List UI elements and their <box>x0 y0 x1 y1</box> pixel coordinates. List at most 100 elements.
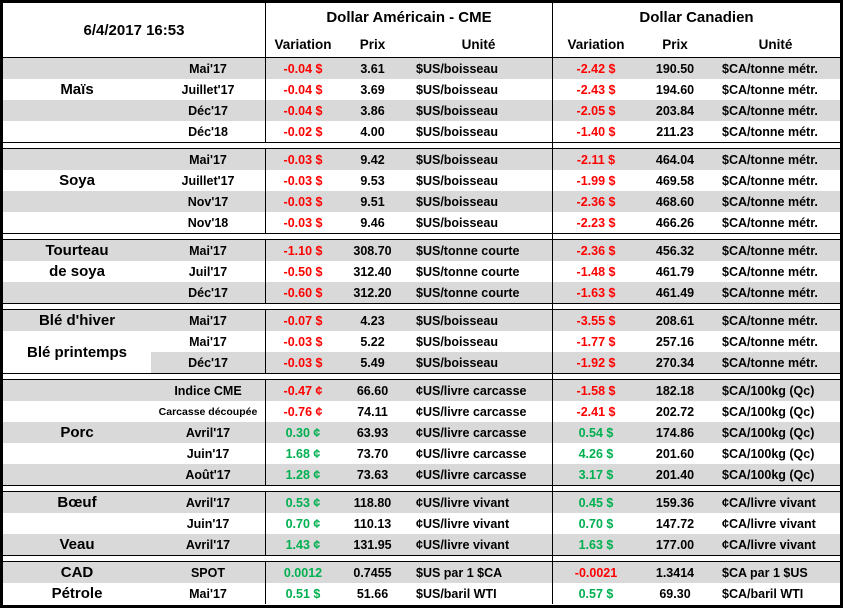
us-unit-cell: $US/boisseau <box>405 170 552 191</box>
ca-unit-cell: $CA/tonne métr. <box>711 240 840 261</box>
us-variation-cell: -0.03 $ <box>265 331 340 352</box>
ca-variation-cell: -1.58 $ <box>552 380 639 401</box>
ca-unit-cell: $CA/100kg (Qc) <box>711 443 840 464</box>
us-variation-cell: -0.04 $ <box>265 100 340 121</box>
section-separator <box>3 233 840 240</box>
us-price-cell: 308.70 <box>340 240 405 261</box>
ca-unit-cell: $CA/baril WTI <box>711 583 840 604</box>
us-variation-cell: -1.10 $ <box>265 240 340 261</box>
us-price-cell: 118.80 <box>340 492 405 513</box>
ca-price-cell: 456.32 <box>639 240 711 261</box>
commodity-label: Veau <box>3 534 151 555</box>
us-variation-cell: -0.60 $ <box>265 282 340 303</box>
commodity-label: Blé d'hiver <box>3 310 151 331</box>
ca-variation-cell: 3.17 $ <box>552 464 639 485</box>
us-unit-cell: $US par 1 $CA <box>405 562 552 583</box>
ca-group-title: Dollar Canadien <box>552 3 840 32</box>
ca-price-cell: 270.34 <box>639 352 711 373</box>
ca-variation-cell: 0.70 $ <box>552 513 639 534</box>
us-unit-cell: ¢US/livre carcasse <box>405 380 552 401</box>
us-price-cell: 3.69 <box>340 79 405 100</box>
us-unit-cell: $US/tonne courte <box>405 282 552 303</box>
us-price-cell: 9.53 <box>340 170 405 191</box>
ca-unit-cell: $CA/100kg (Qc) <box>711 401 840 422</box>
ca-variation-cell: -2.23 $ <box>552 212 639 233</box>
us-variation-cell: -0.03 $ <box>265 170 340 191</box>
us-price-cell: 63.93 <box>340 422 405 443</box>
ca-price-cell: 208.61 <box>639 310 711 331</box>
ca-price-cell: 461.49 <box>639 282 711 303</box>
column-divider <box>552 556 553 561</box>
label-spacer <box>3 58 151 79</box>
ca-unit-cell: $CA/tonne métr. <box>711 58 840 79</box>
ca-unit-cell: $CA/tonne métr. <box>711 149 840 170</box>
ca-price-cell: 461.79 <box>639 261 711 282</box>
us-variation-cell: -0.03 $ <box>265 212 340 233</box>
ca-unit-cell: $CA/100kg (Qc) <box>711 464 840 485</box>
month-cell: Déc'18 <box>151 121 265 142</box>
ca-price-cell: 201.60 <box>639 443 711 464</box>
ca-variation-cell: -3.55 $ <box>552 310 639 331</box>
month-cell: Avril'17 <box>151 492 265 513</box>
us-price-cell: 9.42 <box>340 149 405 170</box>
us-unit-cell: $US/boisseau <box>405 79 552 100</box>
ca-variation-cell: -2.36 $ <box>552 191 639 212</box>
ca-variation-cell: -1.77 $ <box>552 331 639 352</box>
commodity-label: Maïs <box>3 79 151 100</box>
us-unit-cell: ¢US/livre carcasse <box>405 464 552 485</box>
section-separator <box>3 373 840 380</box>
label-spacer <box>3 121 151 142</box>
month-cell: Août'17 <box>151 464 265 485</box>
ca-variation-cell: -2.36 $ <box>552 240 639 261</box>
ca-unit-cell: $CA/tonne métr. <box>711 100 840 121</box>
ca-variation-cell: -2.11 $ <box>552 149 639 170</box>
ca-price-cell: 203.84 <box>639 100 711 121</box>
commodity-label: Soya <box>3 170 151 191</box>
ca-price-cell: 190.50 <box>639 58 711 79</box>
section-separator <box>3 303 840 310</box>
us-variation-cell: -0.03 $ <box>265 352 340 373</box>
ca-unit-cell: $CA/tonne métr. <box>711 121 840 142</box>
month-cell: Mai'17 <box>151 310 265 331</box>
label-spacer <box>3 380 151 401</box>
us-price-cell: 5.49 <box>340 352 405 373</box>
ca-price-cell: 147.72 <box>639 513 711 534</box>
ca-unite-header: Unité <box>758 37 793 52</box>
us-price-cell: 66.60 <box>340 380 405 401</box>
ca-price-cell: 202.72 <box>639 401 711 422</box>
us-variation-cell: 1.68 ¢ <box>265 443 340 464</box>
us-price-cell: 131.95 <box>340 534 405 555</box>
ca-variation-cell: -2.05 $ <box>552 100 639 121</box>
month-cell: Mai'17 <box>151 240 265 261</box>
month-cell: Mai'17 <box>151 58 265 79</box>
ca-variation-cell: 1.63 $ <box>552 534 639 555</box>
ca-unit-cell: ¢CA/livre vivant <box>711 534 840 555</box>
us-price-cell: 4.23 <box>340 310 405 331</box>
month-cell: Indice CME <box>151 380 265 401</box>
ca-unit-cell: $CA/tonne métr. <box>711 191 840 212</box>
us-price-cell: 312.40 <box>340 261 405 282</box>
ca-price-cell: 174.86 <box>639 422 711 443</box>
label-spacer <box>3 443 151 464</box>
us-price-cell: 51.66 <box>340 583 405 604</box>
us-price-cell: 110.13 <box>340 513 405 534</box>
month-cell: Carcasse découpée <box>151 401 265 422</box>
us-price-cell: 73.70 <box>340 443 405 464</box>
ca-unit-cell: ¢CA/livre vivant <box>711 513 840 534</box>
section-soya: Mai'17 -0.03 $9.42 $US/boisseau -2.11 $464.… <box>3 149 840 233</box>
month-cell: Avril'17 <box>151 422 265 443</box>
label-spacer <box>3 401 151 422</box>
ca-unit-cell: $CA/tonne métr. <box>711 170 840 191</box>
us-variation-cell: -0.03 $ <box>265 149 340 170</box>
timestamp: 6/4/2017 16:53 <box>83 21 185 39</box>
ca-price-cell: 464.04 <box>639 149 711 170</box>
column-divider <box>552 143 553 148</box>
section-separator <box>3 485 840 492</box>
table-body: Mai'17 -0.04 $3.61 $US/boisseau -2.42 $190.… <box>3 58 840 604</box>
section-separator <box>3 555 840 562</box>
us-variation-header: Variation <box>265 32 340 57</box>
us-unit-cell: $US/boisseau <box>405 121 552 142</box>
commodity-label: de soya <box>3 261 151 282</box>
us-variation-cell: -0.76 ¢ <box>265 401 340 422</box>
